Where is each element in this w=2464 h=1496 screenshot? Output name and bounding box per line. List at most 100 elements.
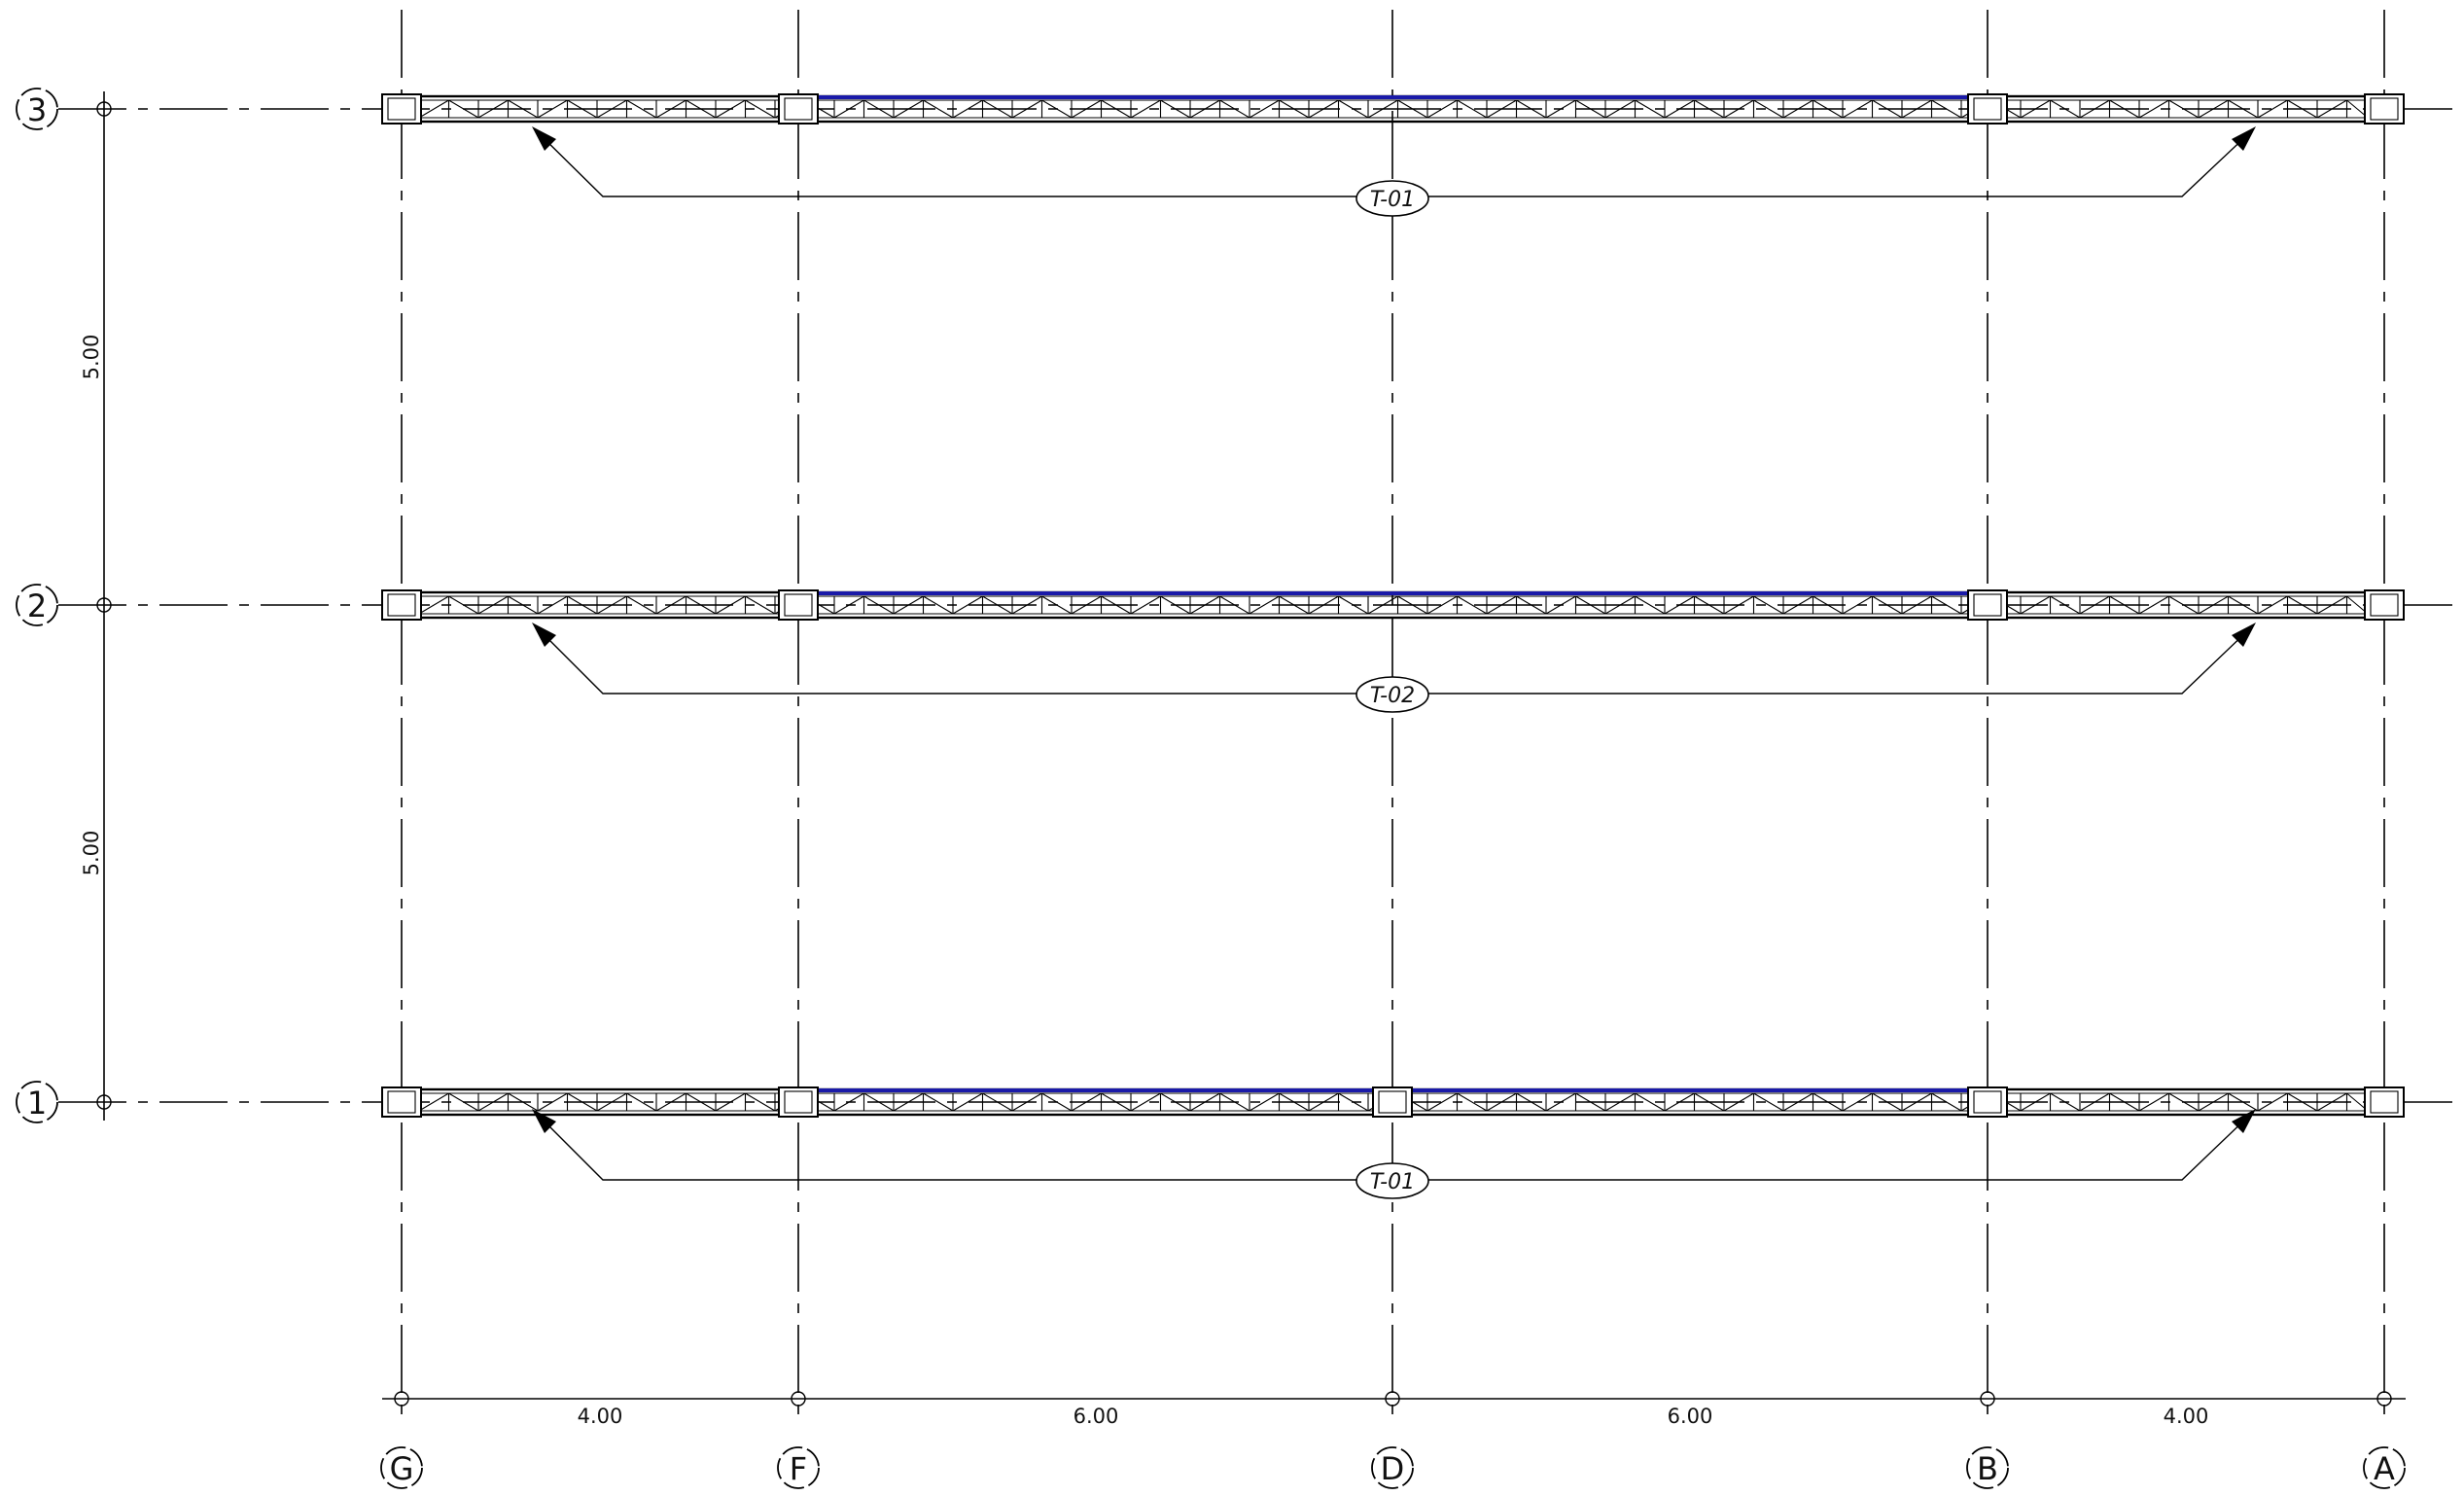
column-box-inner (1378, 1090, 1407, 1114)
column-box-inner (2370, 1090, 2399, 1114)
truss-diagonal (1516, 1092, 1547, 1112)
row-axis-bubble-1[interactable]: 1 (16, 1081, 58, 1123)
dimension-node-B (1980, 1391, 1995, 1407)
truss-diagonal (2020, 99, 2051, 119)
truss-diagonal (2316, 595, 2347, 615)
truss-diagonal (1664, 595, 1695, 615)
truss-tag-row-1[interactable]: T-01 (532, 1109, 2256, 1199)
column-axis-bubble-D[interactable]: D (1371, 1446, 1414, 1489)
row-spacing-label-1: 5.00 (80, 335, 103, 380)
column-spacing-label-4: 4.00 (2164, 1405, 2209, 1428)
column-axis-bubble-A[interactable]: A (2363, 1446, 2406, 1489)
truss-tag-row-2[interactable]: T-02 (532, 623, 2256, 713)
truss-row-2[interactable] (381, 589, 2405, 621)
truss-diagonal (686, 595, 717, 615)
truss-diagonal (1071, 595, 1102, 615)
truss-tag-row-3[interactable]: T-01 (532, 126, 2256, 217)
truss-diagonal (1457, 1092, 1488, 1112)
truss-diagonal (1338, 99, 1369, 119)
vertical-dimension-chain: 5.00 5.00 (80, 91, 112, 1121)
truss-diagonal (2079, 595, 2110, 615)
column-box (1967, 589, 2008, 621)
truss-diagonal (1813, 1092, 1844, 1112)
row-axis-bubble-3[interactable]: 3 (16, 88, 58, 130)
truss-diagonal (1367, 99, 1398, 119)
truss-diagonal (1545, 99, 1576, 119)
truss-diagonal (596, 99, 627, 119)
column-spacing-label-1: 4.00 (578, 1405, 623, 1428)
truss-diagonal (1723, 99, 1754, 119)
truss-diagonal (686, 1092, 717, 1112)
truss-row-1[interactable] (381, 1086, 2405, 1118)
truss-diagonal (1219, 1092, 1250, 1112)
truss-tag-label: T-01 (1370, 188, 1415, 212)
column-axis-bubble-B[interactable]: B (1966, 1446, 2009, 1489)
truss-tag-label: T-02 (1370, 684, 1415, 708)
row-axis-label-1: 1 (27, 1085, 47, 1122)
truss-diagonal (1219, 595, 1250, 615)
truss-diagonal (1842, 99, 1873, 119)
truss-diagonal (1457, 99, 1488, 119)
truss-diagonal (1931, 99, 1962, 119)
truss-diagonal (1604, 99, 1636, 119)
truss-diagonal (477, 1092, 509, 1112)
truss-diagonal (686, 99, 717, 119)
leader-arrow-left (532, 623, 556, 647)
truss-diagonal (448, 595, 479, 615)
truss-diagonal (1635, 1092, 1666, 1112)
truss-row-3[interactable] (381, 93, 2405, 125)
truss-diagonal (1575, 99, 1606, 119)
column-axis-label-A: A (2374, 1450, 2395, 1487)
truss-diagonal (1279, 595, 1310, 615)
truss-diagonal (2109, 99, 2140, 119)
truss-diagonal (1160, 1092, 1191, 1112)
truss-diagonal (923, 99, 954, 119)
truss-diagonal (1160, 99, 1191, 119)
truss-diagonal (1872, 99, 1903, 119)
truss-tag-ellipse (1355, 676, 1429, 713)
truss-diagonal (1279, 99, 1310, 119)
truss-diagonal (863, 595, 895, 615)
truss-diagonal (982, 1092, 1013, 1112)
column-bubble-circle-F (777, 1446, 820, 1489)
truss-diagonal (1872, 1092, 1903, 1112)
column-box-inner (1973, 593, 2002, 617)
truss-diagonal (2168, 595, 2200, 615)
row-axis-label-2: 2 (27, 588, 47, 624)
truss-diagonal (1723, 595, 1754, 615)
truss-diagonal (2138, 1092, 2169, 1112)
row-bubble-circle-1 (16, 1081, 58, 1123)
truss-diagonal (1604, 595, 1636, 615)
row-axis-markers: 3 2 1 (16, 88, 58, 1123)
truss-diagonal (1545, 1092, 1576, 1112)
truss-diagonal (2228, 99, 2259, 119)
truss-diagonal (1694, 1092, 1725, 1112)
column-bubble-circle-B (1966, 1446, 2009, 1489)
truss-diagonal (833, 99, 864, 119)
truss-diagonal (2257, 1092, 2288, 1112)
truss-diagonal (596, 595, 627, 615)
truss-diagonal (1011, 595, 1042, 615)
column-axis-bubble-G[interactable]: G (380, 1446, 423, 1489)
truss-diagonal (1545, 595, 1576, 615)
truss-diagonal (1426, 1092, 1458, 1112)
row-spacing-label-2: 5.00 (80, 831, 103, 876)
truss-diagonal (1071, 99, 1102, 119)
truss-diagonal (1367, 595, 1398, 615)
truss-diagonal (952, 595, 983, 615)
truss-diagonal (1397, 99, 1428, 119)
truss-diagonal (2228, 595, 2259, 615)
column-box-inner (1973, 97, 2002, 121)
column-bubble-circle-D (1371, 1446, 1414, 1489)
truss-diagonal (2257, 99, 2288, 119)
truss-diagonal (1189, 1092, 1220, 1112)
row-axis-bubble-2[interactable]: 2 (16, 584, 58, 626)
column-box (2364, 1086, 2405, 1118)
truss-diagonal (508, 595, 539, 615)
truss-diagonal (2287, 1092, 2318, 1112)
truss-diagonal (626, 1092, 657, 1112)
truss-diagonal (1486, 1092, 1517, 1112)
truss-diagonal (1249, 99, 1280, 119)
column-axis-bubble-F[interactable]: F (777, 1446, 820, 1489)
